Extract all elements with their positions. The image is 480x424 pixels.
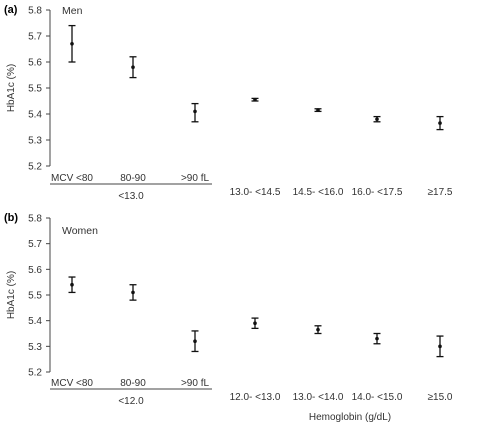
y-tick-label: 5.2 [28, 368, 42, 379]
mean-point [193, 109, 197, 114]
y-axis-label: HbA1c (%) [6, 271, 17, 319]
y-tick-label: 5.3 [28, 342, 42, 353]
y-axis-label: HbA1c (%) [6, 64, 17, 112]
x-tick-labels: MCV <80 80-90 >90 fL 12.0- <13.0 13.0- <14.0… [51, 378, 453, 403]
mean-point [438, 344, 442, 349]
x-tick-label: >90 fL [181, 378, 210, 389]
x-tick-label: 80-90 [120, 173, 146, 184]
x-tick-label: MCV <80 [51, 173, 93, 184]
panel-men: (a) Men HbA1c (%) 5.25.35.45.55.65.75.8 … [4, 4, 453, 202]
y-tick-labels: 5.2 5.3 5.4 5.5 5.6 5.7 5.8 [28, 214, 50, 379]
x-tick-label: 12.0- <13.0 [230, 392, 281, 403]
x-tick-label: >90 fL [181, 173, 210, 184]
y-tick-label: 5.5 [28, 291, 42, 302]
panel-title: Women [62, 225, 98, 237]
x-tick-label: 14.0- <15.0 [352, 392, 403, 403]
x-tick-label: ≥15.0 [428, 392, 453, 403]
y-tick-label: 5.7 [28, 239, 42, 250]
mean-point [131, 65, 135, 69]
x-tick-label: 13.0- <14.0 [293, 392, 344, 403]
mean-point [131, 290, 135, 295]
y-tick-label: 5.2 [28, 162, 42, 173]
x-tick-label: 13.0- <14.5 [230, 187, 281, 198]
group-label: <13.0 [118, 191, 144, 202]
x-tick-label: 16.0- <17.5 [352, 187, 403, 198]
x-tick-label: MCV <80 [51, 378, 93, 389]
x-tick-label: ≥17.5 [428, 187, 453, 198]
y-tick-label: 5.3 [28, 136, 42, 147]
mean-point [316, 108, 320, 112]
x-tick-label: 14.5- <16.0 [293, 187, 344, 198]
mean-point [70, 282, 74, 287]
y-tick-label: 5.5 [28, 84, 42, 95]
mean-point [70, 42, 74, 46]
y-tick-label: 5.6 [28, 58, 42, 69]
y-tick-label: 5.7 [28, 32, 42, 43]
error-bars [68, 276, 444, 358]
panel-label: (a) [4, 4, 18, 16]
mean-point [193, 339, 197, 344]
error-bars [68, 24, 444, 131]
y-tick-label: 5.8 [28, 214, 42, 225]
panel-title: Men [62, 5, 83, 17]
panel-label: (b) [4, 212, 18, 224]
mean-point [375, 336, 379, 341]
y-tick-label: 5.4 [28, 110, 42, 121]
x-tick-label: 80-90 [120, 378, 146, 389]
y-tick-label: 5.6 [28, 265, 42, 276]
y-tick-label: 5.8 [28, 6, 42, 17]
mean-point [253, 97, 257, 102]
mean-point [253, 321, 257, 326]
y-tick-labels: 5.2 5.3 5.4 5.5 5.6 5.7 5.8 [28, 6, 50, 173]
group-label: <12.0 [118, 396, 144, 407]
x-axis-title: Hemoglobin (g/dL) [309, 412, 391, 423]
panel-women: (b) Women HbA1c (%) 5.25.35.45.55.65.75.… [4, 212, 453, 423]
mean-point [316, 327, 320, 332]
mean-point [438, 121, 442, 125]
x-tick-labels: MCV <80 80-90 >90 fL 13.0- <14.5 14.5- <16.0… [51, 173, 453, 198]
y-tick-label: 5.4 [28, 316, 42, 327]
mean-point [375, 117, 379, 121]
